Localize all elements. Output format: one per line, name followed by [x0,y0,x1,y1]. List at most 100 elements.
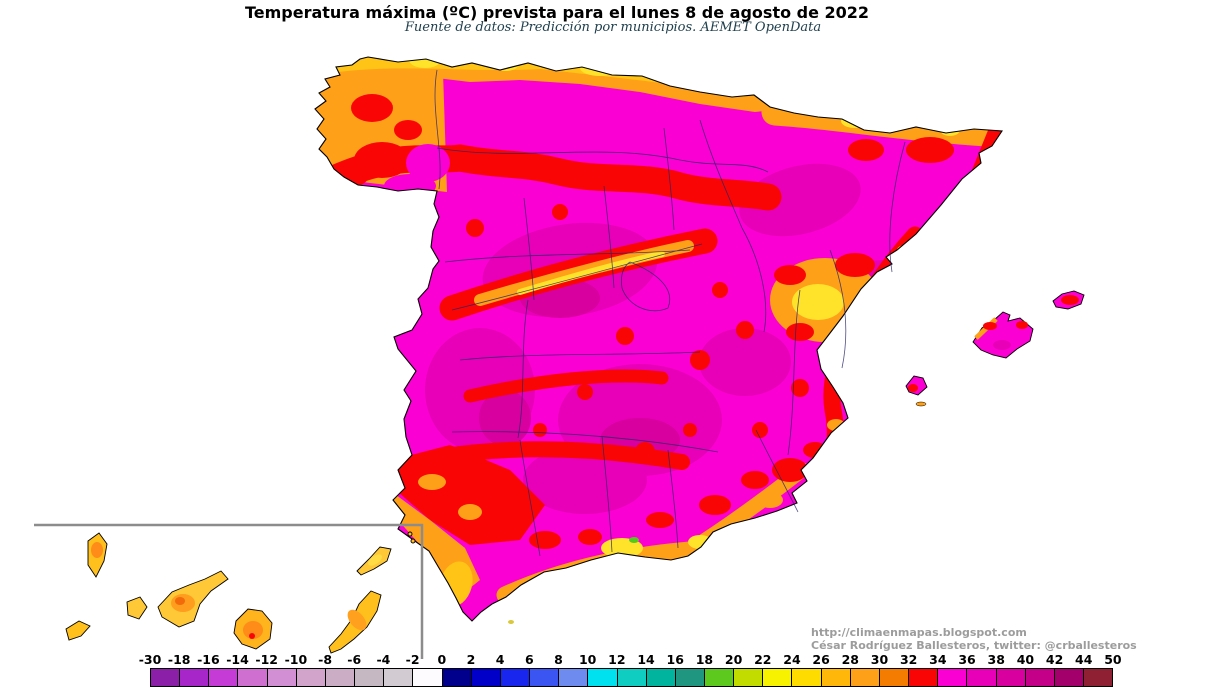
legend-cell [384,669,414,686]
legend-tick-label: 42 [1045,652,1064,667]
legend-tick-label: -4 [376,652,391,667]
formentera-island [915,401,927,407]
legend-tick-label: 12 [608,652,626,667]
legend-cell [1084,669,1113,686]
legend-tick-label: 14 [637,652,655,667]
legend-cell [909,669,939,686]
legend-cell [442,669,472,686]
gran-canaria-island [233,608,273,650]
legend-cell [296,669,326,686]
legend-cell [530,669,560,686]
legend-cell [734,669,764,686]
legend-cell [151,669,181,686]
attribution: http://climaenmapas.blogspot.com César R… [811,626,1137,652]
canary-islands [65,531,416,654]
legend-tick-label: 40 [1016,652,1035,667]
lanzarote-island [356,546,392,576]
legend-tick-label: 4 [495,652,505,667]
fuerteventura-island [328,590,382,654]
legend-cell [821,669,851,686]
legend-cell [238,669,268,686]
legend-cell [879,669,910,686]
attribution-url: http://climaenmapas.blogspot.com [811,626,1027,639]
tenerife-island [157,570,229,628]
legend-cell [325,669,356,686]
attribution-author: César Rodríguez Ballesteros, twitter: @c… [811,639,1137,652]
legend-tick-label: 32 [899,652,918,667]
legend-tick-label: -14 [226,652,249,667]
scattered-red-patches [466,204,903,462]
legend-cell [938,669,968,686]
legend-tick-label: 36 [958,652,976,667]
legend-cell [500,669,531,686]
map-title: Temperatura máxima (ºC) prevista para el… [244,3,870,22]
legend-cell [646,669,676,686]
legend-tick-label: -8 [318,652,333,667]
peninsula-coastline [314,56,1003,622]
menorca-island [1052,290,1085,310]
legend-tick-label: 6 [524,652,534,667]
legend-tick-label: 30 [870,652,889,667]
north-green-spot [429,57,447,61]
sistema-central-band [439,228,718,321]
legend-tick-label: 34 [929,652,947,667]
legend-cell [588,669,618,686]
legend-cell [267,669,297,686]
legend-cell [704,669,735,686]
legend-tick-label: 20 [724,652,743,667]
legend-cell [471,669,501,686]
legend-cell [967,669,997,686]
legend-cell [763,669,793,686]
legend-tick-label: 16 [666,652,684,667]
legend-cell [559,669,589,686]
legend-cell [1025,669,1055,686]
islet-dot [407,531,413,537]
legend-tick-label: 38 [987,652,1005,667]
balearic-islands [905,290,1085,407]
mallorca-island [972,311,1034,359]
legend-cell [617,669,647,686]
legend-cell [792,669,822,686]
legend-tick-label: -6 [347,652,362,667]
gibraltar-speck [508,620,514,624]
legend-tick-label: 24 [783,652,801,667]
legend-tick-label: -12 [255,652,279,667]
legend-cell [355,669,385,686]
legend-tick-label: -16 [197,652,220,667]
legend-tick-label: -10 [284,652,308,667]
legend-tick-label: 18 [695,652,714,667]
catalonia-red-patches [848,137,954,163]
temperature-legend-bar [150,668,1113,687]
map-subtitle: Fuente de datos: Predicción por municipi… [404,20,822,35]
legend-cell [209,669,239,686]
la-gomera-island [126,596,148,620]
legend-cell [180,669,210,686]
legend-tick-label: 2 [466,652,476,667]
canary-inset-border [34,523,424,659]
galicia-red-patches [332,94,422,187]
legend-tick-label: 28 [841,652,860,667]
legend-cell [996,669,1026,686]
legend-tick-label: 26 [812,652,830,667]
islet-dot [410,538,416,544]
legend-tick-label: 10 [578,652,597,667]
legend-cell [413,669,443,686]
la-palma-island [87,532,108,578]
province-boundaries [434,69,906,557]
legend-tick-label: 0 [437,652,447,667]
el-hierro-island [65,620,91,641]
toledo-red-band [463,369,669,403]
legend-tick-label: -2 [405,652,420,667]
legend-tick-label: 50 [1104,652,1122,667]
legend-tick-label: 44 [1075,652,1093,667]
legend-cell [850,669,880,686]
legend-cell [1054,669,1084,686]
legend-tick-label: -18 [167,652,191,667]
ibiza-island [905,375,928,396]
legend-cell [675,669,705,686]
legend-tick-label: -30 [138,652,162,667]
sw-andalusia-zone [392,445,545,607]
legend-tick-label: 22 [754,652,772,667]
